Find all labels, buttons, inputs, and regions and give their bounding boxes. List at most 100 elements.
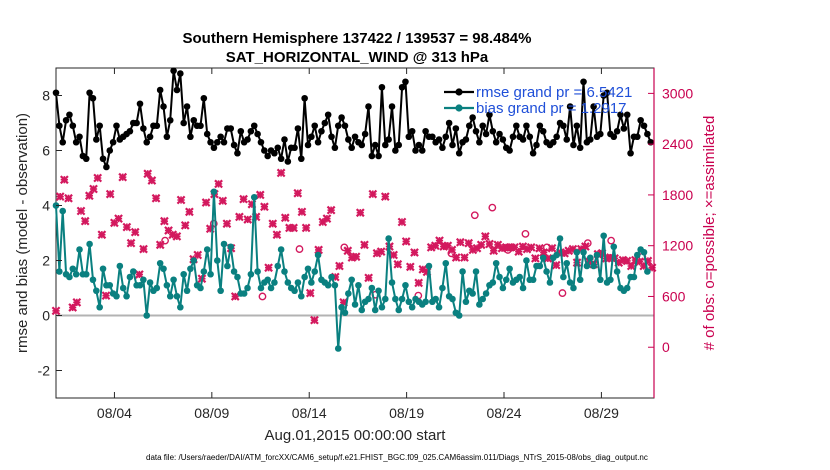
- rmse-point: [549, 138, 557, 146]
- obs-assimilated-point: [305, 288, 315, 298]
- obs-possible-point: [470, 211, 479, 220]
- y-axis-right-label: # of obs: o=possible; ×=assimilated: [701, 116, 718, 351]
- bias-point: [472, 268, 480, 275]
- rmse-point: [560, 122, 567, 130]
- bias-point: [375, 287, 382, 295]
- rmse-point: [143, 138, 151, 146]
- rmse-point: [452, 125, 460, 132]
- bias-point: [140, 276, 147, 284]
- bias-point: [570, 284, 577, 292]
- right-tick-label: 0: [662, 339, 670, 355]
- bias-point: [640, 248, 648, 256]
- rmse-point: [230, 141, 238, 149]
- rmse-point: [479, 122, 487, 130]
- bias-point: [523, 257, 530, 264]
- rmse-point: [308, 133, 315, 141]
- obs-assimilated-point: [126, 238, 136, 248]
- bias-point: [560, 273, 567, 281]
- bias-point: [610, 243, 618, 251]
- bias-point: [284, 279, 292, 286]
- obs-assimilated-point: [355, 208, 365, 218]
- bias-point: [89, 276, 97, 284]
- rmse-point: [469, 114, 476, 121]
- left-tick-label: -2: [38, 363, 51, 379]
- bias-point: [224, 262, 231, 270]
- bias-point: [257, 284, 265, 292]
- bias-point: [556, 235, 564, 242]
- bias-point: [334, 345, 342, 352]
- bias-point: [59, 207, 67, 215]
- bias-point: [499, 284, 507, 292]
- legend: rmse grand pr = 6.5421 bias grand pr = 1…: [444, 84, 632, 117]
- rmse-point: [62, 116, 70, 124]
- obs-possible-point: [607, 236, 616, 245]
- obs-assimilated-point: [80, 216, 90, 226]
- obs-assimilated-point: [626, 261, 636, 271]
- obs-assimilated-point: [380, 192, 390, 201]
- left-axis: -2 0 2 4 6 8: [38, 88, 62, 379]
- rmse-point: [146, 133, 154, 141]
- obs-assimilated-point: [464, 238, 474, 248]
- obs-assimilated-point: [255, 190, 265, 200]
- bias-point: [240, 290, 248, 297]
- bias-point: [492, 259, 500, 267]
- rmse-point: [539, 127, 547, 135]
- bias-point: [297, 292, 305, 300]
- obs-assimilated-point: [476, 240, 486, 250]
- bias-point: [207, 270, 214, 278]
- rmse-series: [52, 67, 655, 171]
- rmse-point: [529, 149, 537, 157]
- x-tick-label: 08/19: [389, 405, 424, 421]
- rmse-point: [580, 78, 587, 86]
- obs-assimilated-point: [451, 253, 461, 262]
- bias-point: [371, 306, 379, 314]
- bias-point: [113, 292, 120, 300]
- obs-assimilated-point: [105, 189, 115, 199]
- bias-point: [213, 257, 221, 264]
- obs-assimilated-point: [264, 263, 273, 273]
- rmse-point: [496, 130, 503, 138]
- rmse-point: [301, 94, 308, 102]
- obs-assimilated-point: [89, 184, 98, 194]
- rmse-point: [472, 127, 480, 135]
- right-tick-label: 1200: [662, 238, 693, 254]
- bias-point: [633, 251, 641, 259]
- obs-possible-point: [209, 219, 218, 228]
- rmse-point: [533, 141, 540, 149]
- obs-assimilated-point: [114, 214, 123, 223]
- rmse-point: [56, 122, 63, 130]
- bias-point: [590, 262, 597, 270]
- bias-point: [304, 265, 312, 273]
- rmse-point: [523, 122, 530, 130]
- bias-point: [180, 270, 187, 278]
- bias-point: [546, 279, 554, 286]
- bias-point: [163, 281, 171, 289]
- rmse-point: [183, 103, 191, 110]
- rmse-point: [435, 136, 443, 143]
- obs-assimilated-point: [97, 230, 107, 240]
- obs-assimilated-point: [235, 212, 244, 222]
- obs-assimilated-point: [280, 213, 290, 223]
- rmse-point: [613, 127, 621, 135]
- rmse-point: [644, 130, 651, 138]
- obs-assimilated-point: [180, 221, 190, 230]
- bias-point: [449, 295, 456, 303]
- rmse-point: [570, 141, 577, 149]
- bias-point: [580, 248, 587, 256]
- obs-assimilated-point: [201, 198, 211, 207]
- obs-assimilated-point: [514, 247, 524, 256]
- obs-assimilated-point: [101, 291, 111, 300]
- rmse-point: [620, 125, 628, 132]
- rmse-point: [304, 141, 312, 149]
- bias-point: [348, 276, 355, 284]
- rmse-point: [321, 119, 329, 127]
- rmse-point: [89, 94, 97, 102]
- obs-assimilated-point: [122, 222, 132, 232]
- rmse-point: [348, 144, 355, 152]
- bias-point: [254, 268, 261, 275]
- obs-possible-point: [161, 236, 169, 245]
- rmse-point: [247, 127, 255, 135]
- rmse-point: [140, 125, 147, 132]
- rmse-point: [492, 138, 500, 146]
- obs-assimilated-point: [405, 262, 415, 272]
